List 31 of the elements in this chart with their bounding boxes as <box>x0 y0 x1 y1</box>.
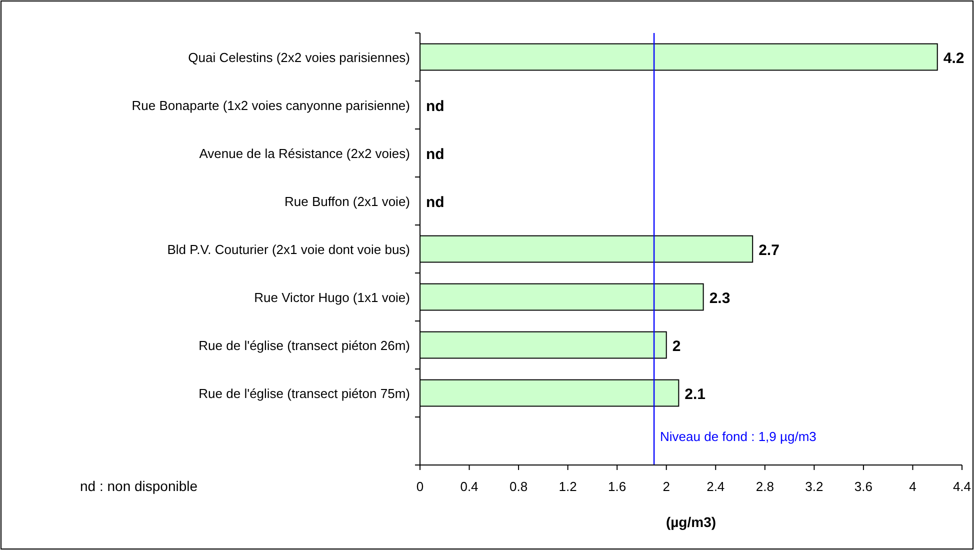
x-tick-label: 0.8 <box>510 479 528 494</box>
data-label: 2.3 <box>709 290 730 307</box>
y-tick-label: Rue Victor Hugo (1x1 voie) <box>254 290 410 305</box>
x-tick-label: 0.4 <box>460 479 478 494</box>
y-tick-label: Rue Buffon (2x1 voie) <box>284 194 410 209</box>
x-tick-label: 3.6 <box>854 479 872 494</box>
ref-line-label: Niveau de fond : 1,9 µg/m3 <box>660 429 816 444</box>
x-axis-title: (µg/m3) <box>666 514 716 530</box>
x-tick-label: 2 <box>662 479 670 494</box>
text: nd <box>426 98 444 115</box>
data-label: 2.7 <box>758 242 780 259</box>
x-tick-label: 4 <box>909 479 916 494</box>
text: nd : non disponible <box>80 478 198 494</box>
x-tick-label: 1.2 <box>558 479 577 494</box>
x-tick-label: 3.2 <box>805 479 824 494</box>
data-label: 4.2 <box>943 50 964 67</box>
data-label: 2 <box>672 338 681 355</box>
data-label: 2.1 <box>684 386 706 403</box>
y-tick-label: Bld P.V. Couturier (2x1 voie dont voie bus) <box>167 242 410 257</box>
text: nd <box>426 146 444 163</box>
y-tick-label: Rue de l'église (transect piéton 26m) <box>198 338 410 353</box>
y-tick-label: Quai Celestins (2x2 voies parisiennes) <box>188 50 410 65</box>
text: nd <box>426 194 444 211</box>
x-tick-label: 2.4 <box>706 479 725 494</box>
y-tick-label: Avenue de la Résistance (2x2 voies) <box>199 146 410 161</box>
x-tick-label: 4.4 <box>952 479 972 494</box>
x-tick-label: 2.8 <box>756 479 774 494</box>
x-tick-label: 1.6 <box>608 479 626 494</box>
y-tick-label: Rue Bonaparte (1x2 voies canyonne parisienne) <box>132 98 410 113</box>
y-tick-label: Rue de l'église (transect piéton 75m) <box>198 386 410 401</box>
x-tick-label: 0 <box>416 479 424 494</box>
